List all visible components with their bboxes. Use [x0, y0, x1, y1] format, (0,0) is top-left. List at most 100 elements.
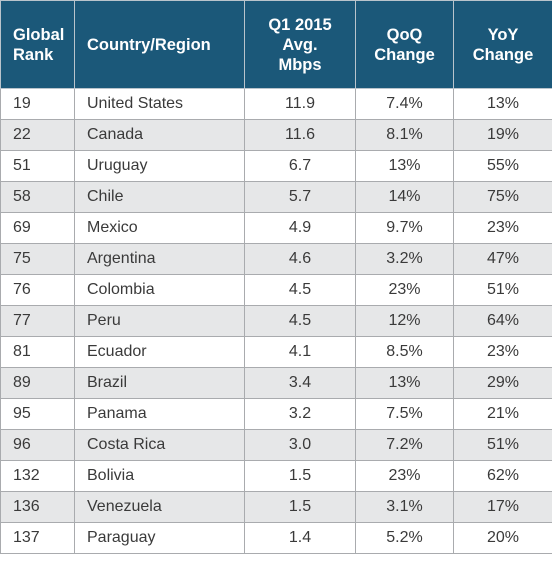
table-row: 19 United States 11.9 7.4% 13%	[0, 88, 552, 120]
table-cell: 7.5%	[355, 398, 454, 430]
table-cell: 77	[0, 305, 75, 337]
table-cell: 20%	[453, 522, 552, 554]
table-body: 19 United States 11.9 7.4% 13% 22 Canada 11.6 8.…	[0, 88, 552, 554]
table-cell: 1.5	[244, 491, 356, 523]
table-cell: 47%	[453, 243, 552, 275]
table-row: 75 Argentina 4.6 3.2% 47%	[0, 243, 552, 275]
table-cell: 14%	[355, 181, 454, 213]
table-cell: 76	[0, 274, 75, 306]
table-cell: Paraguay	[74, 522, 245, 554]
table-cell: 4.6	[244, 243, 356, 275]
table-cell: 55%	[453, 150, 552, 182]
table-row: 96 Costa Rica 3.0 7.2% 51%	[0, 429, 552, 461]
table-cell: Venezuela	[74, 491, 245, 523]
table-cell: 3.2%	[355, 243, 454, 275]
header-row: Global Rank Country/Region Q1 2015 Avg. Mbps Q…	[0, 0, 552, 89]
table-cell: 1.5	[244, 460, 356, 492]
table-cell: Peru	[74, 305, 245, 337]
table-cell: 23%	[453, 336, 552, 368]
column-header: Global Rank	[0, 0, 75, 89]
table-cell: 5.2%	[355, 522, 454, 554]
header-line: Change	[472, 45, 534, 64]
table-cell: 3.2	[244, 398, 356, 430]
table-row: 76 Colombia 4.5 23% 51%	[0, 274, 552, 306]
table-cell: Ecuador	[74, 336, 245, 368]
column-header: Q1 2015 Avg. Mbps	[244, 0, 356, 89]
table-row: 89 Brazil 3.4 13% 29%	[0, 367, 552, 399]
header-line: Global	[13, 25, 65, 44]
table-row: 136 Venezuela 1.5 3.1% 17%	[0, 491, 552, 523]
table-cell: 132	[0, 460, 75, 492]
table-cell: Bolivia	[74, 460, 245, 492]
table-cell: 89	[0, 367, 75, 399]
table-cell: 62%	[453, 460, 552, 492]
table-cell: 58	[0, 181, 75, 213]
table-cell: 51%	[453, 274, 552, 306]
header-line: Country/Region	[87, 35, 211, 54]
table-cell: 136	[0, 491, 75, 523]
table-cell: Brazil	[74, 367, 245, 399]
table-cell: 4.5	[244, 305, 356, 337]
table-cell: 11.9	[244, 88, 356, 120]
table-cell: 4.9	[244, 212, 356, 244]
table-row: 137 Paraguay 1.4 5.2% 20%	[0, 522, 552, 554]
table-row: 22 Canada 11.6 8.1% 19%	[0, 119, 552, 151]
table-cell: 3.0	[244, 429, 356, 461]
header-line: Mbps	[278, 55, 322, 74]
table-cell: 23%	[355, 460, 454, 492]
table-cell: 8.5%	[355, 336, 454, 368]
table-cell: 69	[0, 212, 75, 244]
header-line: Q1 2015	[268, 15, 332, 34]
table-cell: 19%	[453, 119, 552, 151]
table-header: Global Rank Country/Region Q1 2015 Avg. Mbps Q…	[0, 0, 552, 89]
table-row: 132 Bolivia 1.5 23% 62%	[0, 460, 552, 492]
header-line: YoY	[487, 25, 519, 44]
table-cell: 96	[0, 429, 75, 461]
table-row: 77 Peru 4.5 12% 64%	[0, 305, 552, 337]
table-cell: 95	[0, 398, 75, 430]
table-cell: 9.7%	[355, 212, 454, 244]
table-cell: 7.2%	[355, 429, 454, 461]
table-cell: Costa Rica	[74, 429, 245, 461]
table-cell: 3.4	[244, 367, 356, 399]
header-line: Change	[374, 45, 435, 64]
header-line: QoQ	[386, 25, 423, 44]
table-cell: 21%	[453, 398, 552, 430]
table-cell: Argentina	[74, 243, 245, 275]
table-cell: 22	[0, 119, 75, 151]
table-cell: 3.1%	[355, 491, 454, 523]
header-line: Rank	[13, 45, 54, 64]
table-cell: 7.4%	[355, 88, 454, 120]
table-cell: 8.1%	[355, 119, 454, 151]
table-cell: 75	[0, 243, 75, 275]
table-cell: 81	[0, 336, 75, 368]
table-row: 81 Ecuador 4.1 8.5% 23%	[0, 336, 552, 368]
table-cell: 137	[0, 522, 75, 554]
table-cell: 12%	[355, 305, 454, 337]
table-cell: 64%	[453, 305, 552, 337]
table-cell: 51%	[453, 429, 552, 461]
table-cell: Canada	[74, 119, 245, 151]
table-cell: 4.5	[244, 274, 356, 306]
table-row: 58 Chile 5.7 14% 75%	[0, 181, 552, 213]
table-cell: 1.4	[244, 522, 356, 554]
column-header: Country/Region	[74, 0, 245, 89]
table-row: 69 Mexico 4.9 9.7% 23%	[0, 212, 552, 244]
table-cell: Chile	[74, 181, 245, 213]
column-header: QoQ Change	[355, 0, 454, 89]
table-cell: 6.7	[244, 150, 356, 182]
table-cell: 4.1	[244, 336, 356, 368]
table-cell: 17%	[453, 491, 552, 523]
table-cell: 11.6	[244, 119, 356, 151]
column-header: YoY Change	[453, 0, 552, 89]
table-cell: 29%	[453, 367, 552, 399]
table-cell: Mexico	[74, 212, 245, 244]
table-cell: 19	[0, 88, 75, 120]
table-cell: Panama	[74, 398, 245, 430]
table-cell: 13%	[355, 150, 454, 182]
table-cell: 23%	[355, 274, 454, 306]
table-row: 51 Uruguay 6.7 13% 55%	[0, 150, 552, 182]
table-cell: 75%	[453, 181, 552, 213]
header-line: Avg.	[282, 35, 318, 54]
